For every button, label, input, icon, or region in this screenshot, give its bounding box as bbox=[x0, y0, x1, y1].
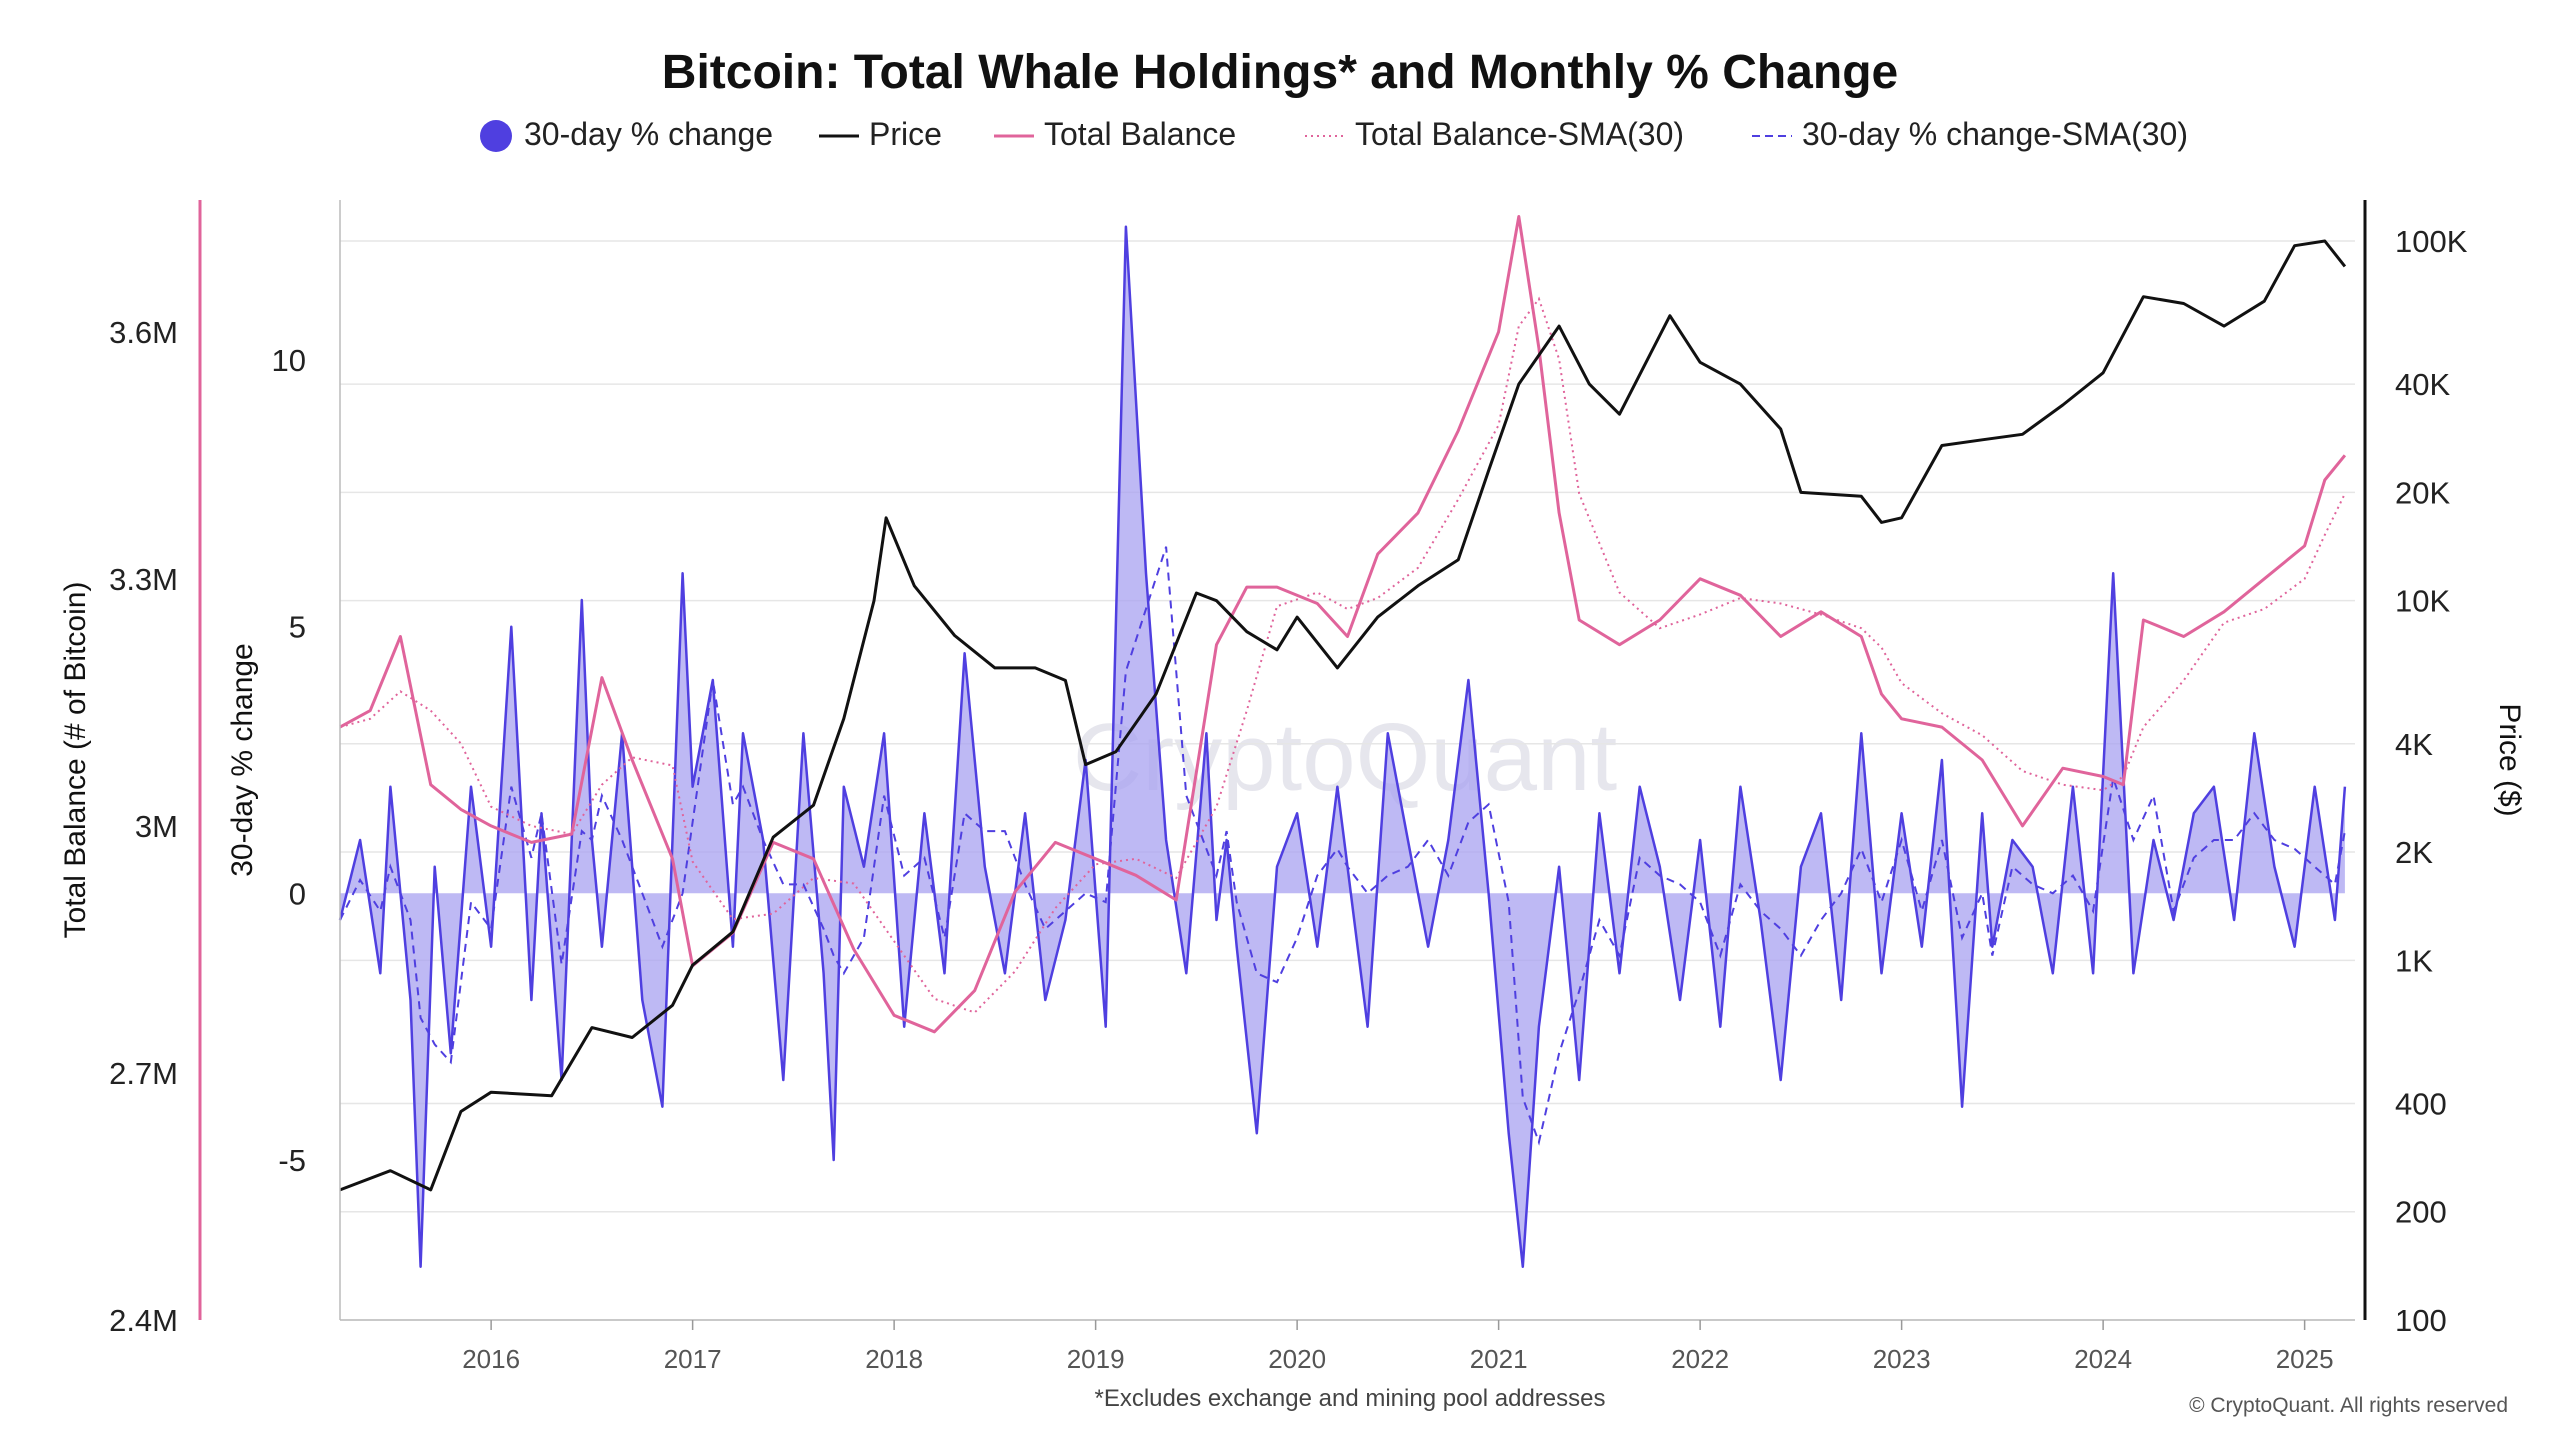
change-tick-label: 10 bbox=[272, 343, 306, 378]
legend-label: 30-day % change-SMA(30) bbox=[1802, 116, 2188, 152]
balance-tick-label: 3M bbox=[135, 809, 178, 844]
legend: 30-day % change Price Total Balance Total B… bbox=[480, 116, 2188, 152]
axes: 2016 2017 2018 2019 2020 2021 2022 2023 2024 2025… bbox=[59, 200, 2526, 1374]
balance-tick-label: 3.6M bbox=[109, 315, 178, 350]
legend-item: Total Balance-SMA(30) bbox=[1305, 116, 1684, 152]
balance-line bbox=[339, 215, 2347, 1034]
balance-sma-line bbox=[339, 296, 2346, 1014]
price-tick-label: 40K bbox=[2395, 367, 2450, 402]
legend-item: 30-day % change-SMA(30) bbox=[1752, 116, 2188, 152]
price-tick-label: 1K bbox=[2395, 943, 2433, 978]
price-tick-label: 2K bbox=[2395, 835, 2433, 870]
footnote: *Excludes exchange and mining pool addre… bbox=[1095, 1385, 1606, 1412]
x-tick-label: 2019 bbox=[1067, 1344, 1125, 1374]
legend-swatch-dot bbox=[480, 120, 512, 152]
legend-item: Price bbox=[819, 116, 942, 152]
balance-axis-title: Total Balance (# of Bitcoin) bbox=[59, 582, 92, 939]
price-line bbox=[339, 239, 2347, 1192]
legend-label: 30-day % change bbox=[524, 116, 773, 152]
x-tick-label: 2018 bbox=[865, 1344, 923, 1374]
legend-label: Total Balance bbox=[1044, 116, 1236, 152]
price-tick-label: 100 bbox=[2395, 1303, 2447, 1338]
x-tick-label: 2016 bbox=[462, 1344, 520, 1374]
x-tick-label: 2023 bbox=[1873, 1344, 1931, 1374]
change-line bbox=[338, 225, 2347, 1268]
price-tick-label: 20K bbox=[2395, 475, 2450, 510]
price-tick-label: 4K bbox=[2395, 727, 2433, 762]
x-tick-label: 2025 bbox=[2276, 1344, 2334, 1374]
x-tick-label: 2017 bbox=[664, 1344, 722, 1374]
price-axis-title: Price ($) bbox=[2493, 703, 2526, 816]
x-tick-label: 2020 bbox=[1268, 1344, 1326, 1374]
balance-tick-label: 2.7M bbox=[109, 1056, 178, 1091]
legend-item: 30-day % change bbox=[480, 116, 773, 152]
balance-tick-label: 2.4M bbox=[109, 1303, 178, 1338]
x-tick-label: 2022 bbox=[1671, 1344, 1729, 1374]
legend-item: Total Balance bbox=[994, 116, 1236, 152]
copyright: © CryptoQuant. All rights reserved bbox=[2189, 1394, 2508, 1417]
change-tick-label: 0 bbox=[289, 876, 306, 911]
x-tick-label: 2024 bbox=[2074, 1344, 2132, 1374]
price-tick-label: 100K bbox=[2395, 224, 2468, 259]
balance-tick-label: 3.3M bbox=[109, 562, 178, 597]
change-axis-title: 30-day % change bbox=[226, 643, 259, 877]
change-tick-label: 5 bbox=[289, 610, 306, 645]
price-tick-label: 400 bbox=[2395, 1086, 2447, 1121]
change-tick-label: -5 bbox=[278, 1143, 306, 1178]
chart-title: Bitcoin: Total Whale Holdings* and Month… bbox=[662, 46, 1898, 99]
change-sma-line bbox=[339, 546, 2346, 1146]
price-tick-label: 10K bbox=[2395, 584, 2450, 619]
x-tick-label: 2021 bbox=[1470, 1344, 1528, 1374]
legend-label: Total Balance-SMA(30) bbox=[1355, 116, 1684, 152]
price-tick-label: 200 bbox=[2395, 1195, 2447, 1230]
legend-label: Price bbox=[869, 116, 942, 152]
plot-area bbox=[338, 215, 2347, 1268]
